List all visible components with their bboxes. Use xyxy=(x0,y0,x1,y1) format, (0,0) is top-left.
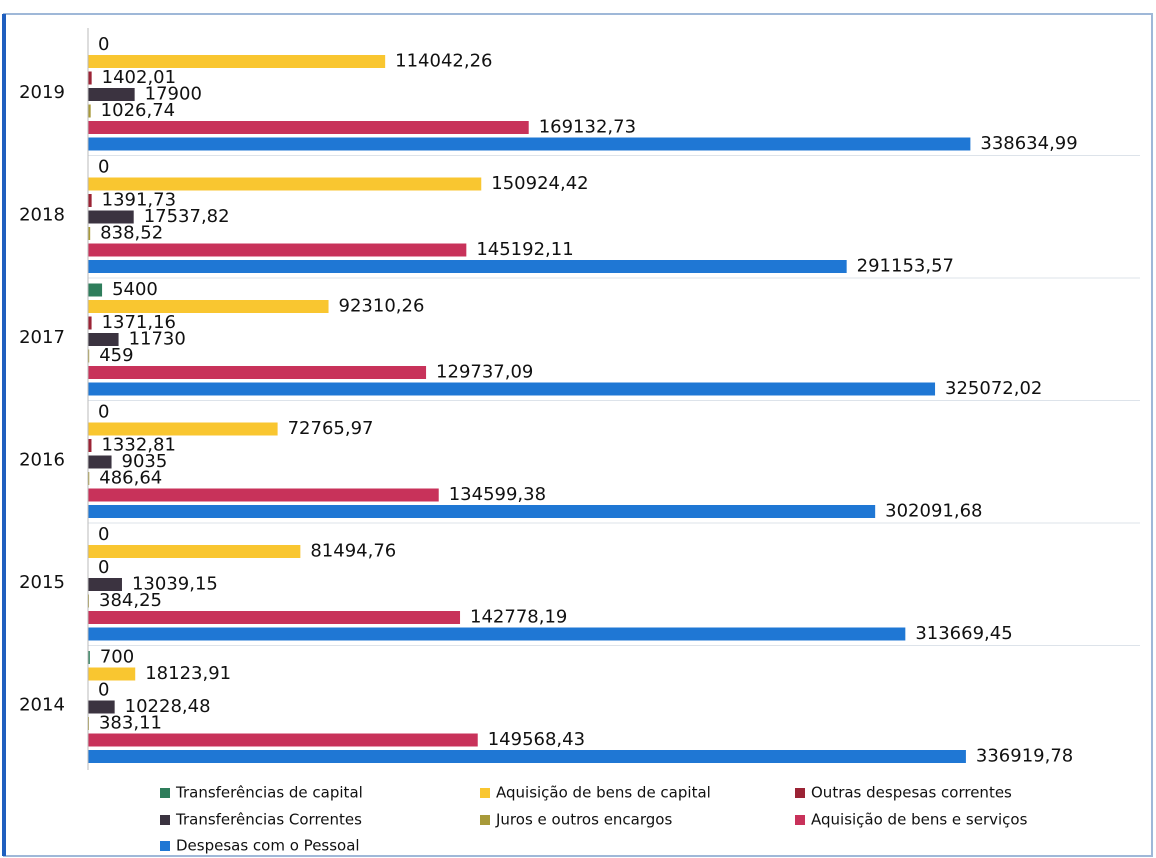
data-label: 0 xyxy=(98,402,109,423)
bar xyxy=(88,733,478,747)
bar xyxy=(88,611,461,624)
bar xyxy=(88,651,90,664)
data-label: 383,11 xyxy=(99,713,162,734)
bar xyxy=(88,300,329,313)
y-tick-label: 2019 xyxy=(19,82,65,103)
data-label: 0 xyxy=(98,680,109,701)
bar xyxy=(88,137,971,151)
data-label: 5400 xyxy=(112,279,158,300)
data-label: 0 xyxy=(98,557,109,578)
data-label: 0 xyxy=(98,34,109,55)
y-tick-label: 2016 xyxy=(19,450,65,471)
bar xyxy=(88,243,467,257)
data-label: 1371,16 xyxy=(102,312,176,333)
y-tick-label: 2015 xyxy=(19,572,65,593)
bar xyxy=(88,750,966,763)
bar xyxy=(88,210,134,224)
legend-label: Transferências Correntes xyxy=(175,811,362,829)
bar xyxy=(88,194,92,207)
data-label: 134599,38 xyxy=(449,484,546,505)
bar xyxy=(88,88,135,101)
legend-swatch xyxy=(795,815,805,825)
data-label: 10228,48 xyxy=(125,696,211,717)
data-label: 17900 xyxy=(145,84,202,105)
legend-label: Juros e outros encargos xyxy=(495,811,672,829)
data-label: 81494,76 xyxy=(310,541,396,562)
bar xyxy=(88,366,427,379)
legend-label: Aquisição de bens de capital xyxy=(496,784,711,802)
legend-label: Aquisição de bens e serviços xyxy=(811,811,1028,829)
legend-swatch xyxy=(480,788,490,798)
data-label: 302091,68 xyxy=(885,501,982,522)
legend-swatch xyxy=(480,815,490,825)
y-tick-label: 2018 xyxy=(19,205,65,226)
bar xyxy=(88,349,90,363)
data-label: 169132,73 xyxy=(539,117,636,138)
legend-label: Transferências de capital xyxy=(175,784,363,802)
bar xyxy=(88,382,936,396)
y-tick-label: 2017 xyxy=(19,327,65,348)
data-label: 149568,43 xyxy=(488,729,585,750)
bar xyxy=(88,283,103,297)
legend-label: Despesas com o Pessoal xyxy=(176,837,360,855)
data-label: 336919,78 xyxy=(976,746,1073,767)
legend-swatch xyxy=(160,788,170,798)
data-label: 1391,73 xyxy=(102,190,176,211)
bar xyxy=(88,545,301,558)
bar xyxy=(88,55,386,68)
data-label: 13039,15 xyxy=(132,574,218,595)
y-tick-label: 2014 xyxy=(19,695,65,716)
data-label: 486,64 xyxy=(99,468,162,489)
bar xyxy=(88,439,92,452)
legend-label: Outras despesas correntes xyxy=(811,784,1012,802)
bar xyxy=(88,594,90,608)
data-label: 838,52 xyxy=(100,223,163,244)
data-label: 1332,81 xyxy=(101,435,175,456)
data-label: 9035 xyxy=(122,451,168,472)
data-label: 700 xyxy=(100,647,134,668)
bar xyxy=(88,472,90,485)
data-label: 338634,99 xyxy=(980,133,1077,154)
bar xyxy=(88,316,92,330)
bar xyxy=(88,488,439,502)
bar xyxy=(88,627,906,641)
bar xyxy=(88,333,119,346)
data-label: 11730 xyxy=(129,329,186,350)
legend-swatch xyxy=(795,788,805,798)
legend-swatch xyxy=(160,815,170,825)
bar xyxy=(88,260,847,273)
data-label: 150924,42 xyxy=(491,173,588,194)
data-label: 459 xyxy=(99,345,133,366)
data-label: 72765,97 xyxy=(288,418,374,439)
bar xyxy=(88,578,122,591)
data-label: 1026,74 xyxy=(101,100,175,121)
bar xyxy=(88,71,92,85)
bar xyxy=(88,422,278,436)
bar xyxy=(88,177,482,191)
data-label: 92310,26 xyxy=(339,296,425,317)
data-label: 384,25 xyxy=(99,590,162,611)
bar xyxy=(88,667,136,681)
bar xyxy=(88,455,112,469)
bar xyxy=(88,104,91,118)
data-label: 17537,82 xyxy=(144,206,230,227)
data-label: 1402,01 xyxy=(102,67,176,88)
data-label: 18123,91 xyxy=(145,663,231,684)
data-label: 142778,19 xyxy=(470,607,567,628)
legend-swatch xyxy=(160,841,170,851)
bar xyxy=(88,227,91,240)
bar xyxy=(88,505,876,518)
data-label: 0 xyxy=(98,157,109,178)
bar xyxy=(88,121,529,134)
bar xyxy=(88,700,115,714)
data-label: 114042,26 xyxy=(395,51,492,72)
data-label: 145192,11 xyxy=(476,239,573,260)
data-label: 129737,09 xyxy=(436,362,533,383)
data-label: 313669,45 xyxy=(915,623,1012,644)
data-label: 0 xyxy=(98,524,109,545)
data-label: 291153,57 xyxy=(857,256,954,277)
data-label: 325072,02 xyxy=(945,378,1042,399)
